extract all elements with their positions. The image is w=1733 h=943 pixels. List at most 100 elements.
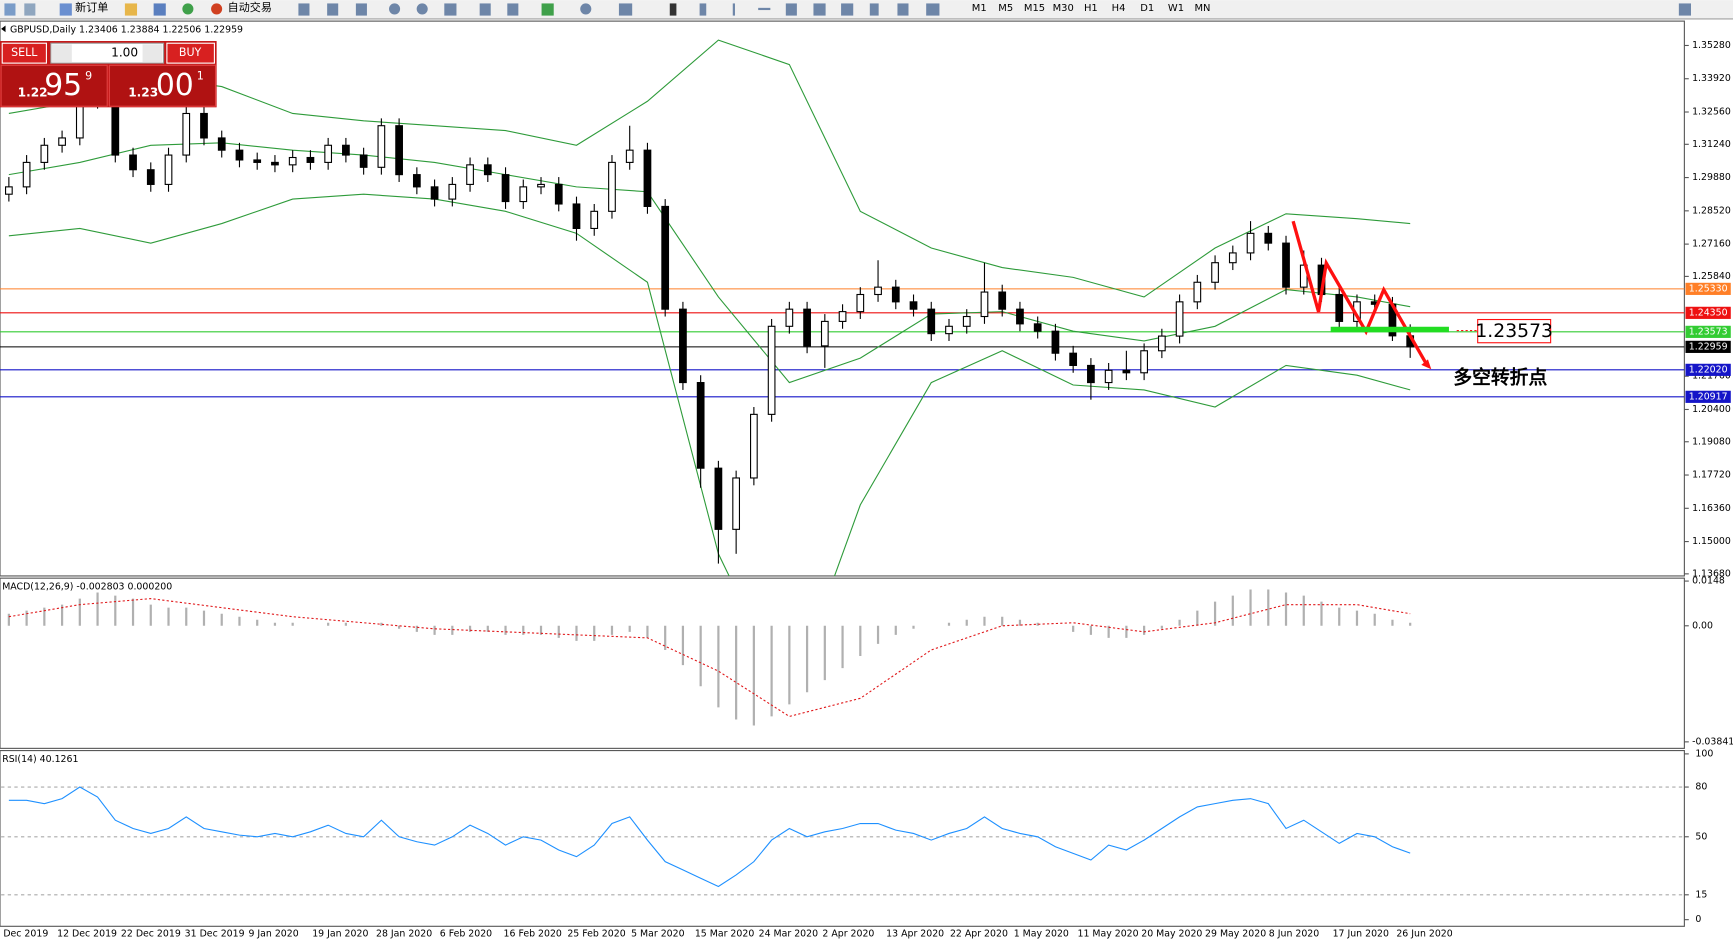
icon[interactable] (355, 3, 367, 16)
candle-body (661, 205, 670, 310)
icon[interactable] (24, 3, 36, 16)
icon[interactable] (1678, 3, 1692, 16)
lot-input[interactable] (50, 42, 165, 64)
buy-label[interactable]: BUY (179, 46, 202, 59)
candle-body (679, 308, 687, 384)
candle-body (1264, 232, 1273, 244)
candle-body (732, 477, 741, 530)
icon[interactable] (669, 3, 677, 16)
y-tick-label: 1.28520 (1692, 205, 1731, 216)
candle-body (980, 291, 989, 318)
icon[interactable] (785, 3, 797, 16)
buy-button[interactable] (166, 42, 215, 64)
timeframe[interactable]: W1 (1168, 3, 1184, 14)
icon[interactable] (479, 3, 491, 16)
new-order-icon[interactable] (59, 3, 72, 16)
icon[interactable] (813, 3, 826, 16)
candle-body (803, 308, 811, 347)
candle-body (572, 203, 581, 230)
icon[interactable] (732, 3, 735, 16)
icon[interactable] (618, 3, 633, 16)
rsi-tick-label: 50 (1695, 831, 1707, 842)
candle-body (1069, 352, 1078, 366)
candle-body (820, 320, 829, 347)
icon[interactable] (182, 3, 194, 15)
toolbar-bg (0, 0, 1733, 19)
candle-body (1228, 252, 1237, 264)
timeframe[interactable]: H1 (1084, 3, 1098, 14)
timeframe[interactable]: M1 (972, 3, 987, 14)
icon[interactable] (444, 3, 457, 16)
icon[interactable] (153, 3, 166, 16)
candle-body (359, 154, 368, 168)
icon[interactable] (327, 3, 339, 16)
sell-prefix[interactable]: 1.22 (18, 85, 48, 99)
spin-down[interactable] (51, 44, 72, 63)
sell-price-box[interactable] (0, 64, 108, 107)
rsi-tick-label: 80 (1695, 782, 1707, 793)
x-tick-label: 1 May 2020 (1014, 929, 1069, 940)
y-tick-label: 1.32560 (1692, 107, 1731, 118)
candle-body (288, 156, 297, 166)
buy-prefix[interactable]: 1.23 (128, 85, 158, 99)
x-tick-label: Dec 2019 (3, 929, 48, 940)
timeframe[interactable]: M15 (1024, 3, 1045, 14)
icon[interactable] (541, 3, 554, 16)
candle-body (395, 125, 403, 176)
candle-body (483, 164, 492, 176)
x-tick-label: 20 May 2020 (1141, 929, 1202, 940)
spin-up[interactable] (142, 44, 163, 63)
x-tick-label: 17 Jun 2020 (1333, 929, 1389, 940)
turning-point: 多空转折点 (1453, 366, 1547, 389)
macd-tick-label: -0.038415 (1692, 736, 1733, 747)
icon[interactable] (298, 3, 310, 16)
timeframe[interactable]: H4 (1112, 3, 1126, 14)
candle-body (58, 137, 66, 146)
icon[interactable] (389, 3, 401, 15)
icon[interactable] (699, 3, 707, 16)
buy-pip[interactable]: 1 (197, 69, 204, 82)
icon[interactable] (580, 3, 592, 15)
candle-body (998, 291, 1007, 310)
auto-trading-icon[interactable] (211, 3, 223, 15)
auto-trading[interactable]: 自动交易 (228, 0, 272, 14)
candle-body (430, 186, 439, 200)
candle-body (1104, 369, 1113, 384)
x-tick-label: 29 May 2020 (1205, 929, 1266, 940)
sell-label[interactable]: SELL (11, 46, 38, 59)
icon[interactable] (841, 3, 854, 16)
sell-big[interactable]: 95 (44, 68, 82, 103)
sell-button[interactable] (1, 42, 47, 64)
candle-body (164, 154, 173, 185)
timeframe[interactable]: M30 (1053, 3, 1074, 14)
collapse-arrow[interactable] (1, 25, 6, 33)
icon[interactable] (507, 3, 519, 16)
candle-body (643, 149, 652, 207)
candle-body (1016, 308, 1024, 325)
icon[interactable] (416, 3, 428, 15)
timeframe[interactable]: MN (1194, 3, 1210, 14)
sell-pip[interactable]: 9 (85, 69, 92, 82)
icon[interactable] (926, 3, 940, 16)
level-tag (1685, 282, 1731, 295)
timeframes: M1 M5 M15 M30 H1 H4 D1 W1 MN (972, 3, 1211, 14)
new-order[interactable]: 新订单 (75, 0, 108, 14)
timeframe[interactable]: M5 (998, 3, 1013, 14)
x-tick-label: 24 Mar 2020 (759, 929, 818, 940)
icon[interactable] (869, 3, 879, 16)
icon[interactable] (758, 7, 771, 11)
buy-price-box[interactable] (108, 64, 217, 107)
lot[interactable]: 1.00 (111, 46, 138, 60)
x-tick-label: 15 Mar 2020 (695, 929, 754, 940)
buy-big[interactable]: 00 (156, 68, 194, 103)
candle-body (1051, 330, 1060, 354)
timeframe[interactable]: D1 (1140, 3, 1154, 14)
icon[interactable] (124, 3, 138, 16)
icon[interactable] (4, 3, 16, 16)
rsi-label: RSI(14) 40.1261 (2, 754, 78, 765)
x-tick-label: 28 Jan 2020 (376, 929, 432, 940)
macd-chart (7, 589, 1412, 726)
candle-body (129, 154, 137, 171)
icon[interactable] (897, 3, 909, 16)
